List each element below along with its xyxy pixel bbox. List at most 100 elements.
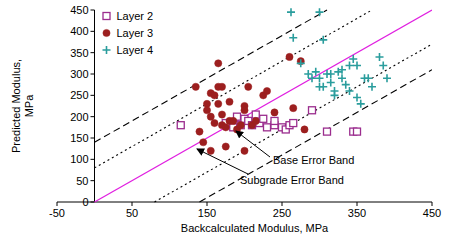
scatter-point [218, 83, 225, 90]
y-tick [91, 202, 95, 203]
scatter-point [264, 124, 271, 131]
annotation-arrow [236, 131, 270, 157]
scatter-point [230, 117, 237, 124]
legend-marker [103, 46, 111, 54]
scatter-point [379, 61, 387, 69]
y-tick-label: 400 [70, 25, 88, 37]
scatter-point [383, 74, 391, 82]
scatter-point [271, 117, 278, 124]
y-tick-label: 350 [70, 47, 88, 59]
y-tick [91, 31, 95, 32]
scatter-point [215, 60, 222, 67]
scatter-point [324, 128, 331, 135]
scatter-point [196, 128, 203, 135]
reference-line [95, 10, 373, 168]
legend-label: Layer 4 [117, 44, 154, 56]
x-tick-label: -50 [49, 207, 65, 219]
x-tick [432, 202, 433, 206]
y-tick [91, 180, 95, 181]
scatter-point [286, 53, 293, 60]
chart-container: -505015025035045005010015020025030035040… [0, 0, 475, 238]
scatter-point [327, 79, 335, 87]
y-axis-label: Predicted Modulus,MPa [10, 59, 35, 153]
scatter-point [290, 105, 297, 112]
scatter-point [260, 115, 267, 122]
legend-marker [103, 29, 110, 36]
y-tick-label: 50 [76, 175, 88, 187]
y-axis-label-line: MPa [23, 94, 35, 118]
scatter-point [316, 8, 324, 16]
scatter-point [338, 74, 346, 82]
scatter-point [287, 8, 295, 16]
legend-label: Layer 3 [117, 27, 154, 39]
scatter-point [346, 61, 354, 69]
scatter-point [290, 120, 297, 127]
scatter-point [357, 100, 365, 108]
x-axis-line [57, 202, 432, 203]
x-tick-label: 350 [348, 207, 366, 219]
x-tick-label: 250 [273, 207, 291, 219]
y-tick [91, 116, 95, 117]
y-tick [91, 74, 95, 75]
scatter-point [226, 98, 233, 105]
scatter-point [309, 107, 316, 114]
scatter-point [218, 111, 225, 118]
plot-area [95, 8, 433, 202]
scatter-point [316, 74, 324, 82]
x-tick-label: 50 [126, 207, 138, 219]
scatter-point [192, 83, 199, 90]
scatter-point [289, 34, 297, 42]
x-tick [357, 202, 358, 206]
legend-marker [103, 13, 110, 20]
annotation: Base Error Band [273, 154, 354, 166]
chart-svg: -505015025035045005010015020025030035040… [0, 0, 475, 238]
legend-label: Layer 2 [117, 10, 154, 22]
scatter-point [237, 122, 244, 129]
scatter-point [319, 36, 327, 44]
scatter-point [207, 147, 214, 154]
scatter-point [245, 83, 252, 90]
x-tick [132, 202, 133, 206]
scatter-point [237, 122, 244, 129]
scatter-point [338, 66, 346, 74]
y-tick [91, 138, 95, 139]
y-tick [91, 52, 95, 53]
scatter-point [342, 81, 350, 89]
scatter-point [222, 143, 229, 150]
reference-line [155, 44, 433, 202]
scatter-point [353, 93, 361, 101]
scatter-point [301, 126, 308, 133]
x-axis-label: Backcalculated Modulus, MPa [181, 222, 329, 234]
y-tick-label: 450 [70, 4, 88, 16]
scatter-point [331, 87, 339, 95]
y-tick-label: 0 [82, 196, 88, 208]
scatter-point [241, 107, 248, 114]
x-tick [207, 202, 208, 206]
scatter-point [211, 119, 218, 126]
scatter-point [308, 74, 316, 82]
scatter-point [327, 70, 335, 78]
scatter-point [354, 128, 361, 135]
scatter-point [353, 61, 361, 69]
y-tick-label: 100 [70, 153, 88, 165]
scatter-point [376, 53, 384, 61]
scatter-point [252, 117, 259, 124]
annotation-arrow [197, 149, 248, 174]
x-tick [282, 202, 283, 206]
scatter-point [177, 122, 184, 129]
y-tick-label: 200 [70, 111, 88, 123]
scatter-point [271, 109, 278, 116]
scatter-point [203, 100, 210, 107]
legend: Layer 2 Layer 3 Layer 4 [103, 10, 154, 56]
scatter-point [304, 70, 312, 78]
y-tick [91, 159, 95, 160]
x-tick [57, 202, 58, 206]
reference-line [95, 10, 328, 142]
x-tick-label: 150 [198, 207, 216, 219]
annotation: Subgrade Error Band [240, 174, 344, 186]
series-group [192, 53, 308, 154]
series-group [287, 8, 391, 108]
scatter-point [200, 139, 207, 146]
scatter-point [207, 113, 214, 120]
scatter-point [368, 83, 376, 91]
